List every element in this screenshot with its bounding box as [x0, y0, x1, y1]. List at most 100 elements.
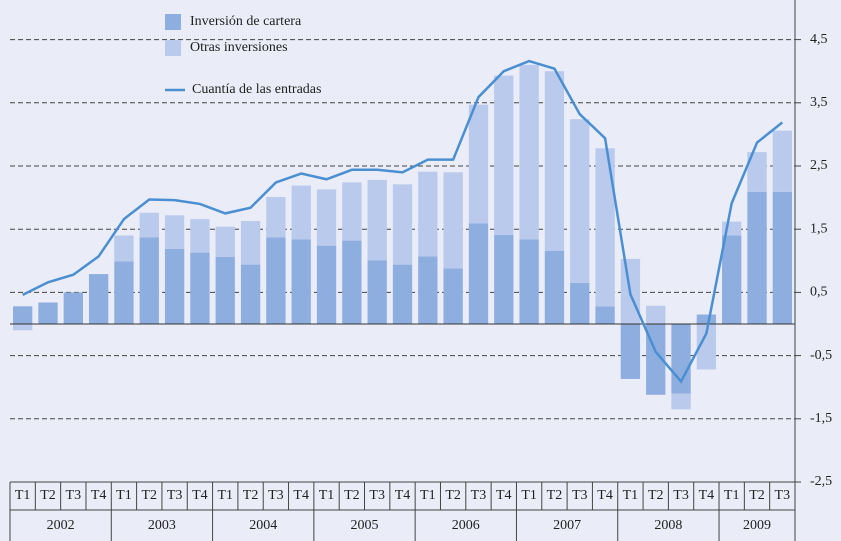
x-tick-label: T1 [724, 488, 740, 503]
y-tick-label: -0,5 [810, 348, 832, 363]
bar [13, 324, 33, 331]
bar [418, 171, 438, 257]
x-tick-label: T1 [15, 488, 31, 503]
bar [240, 264, 261, 324]
x-tick-label: T3 [167, 488, 183, 503]
bar [595, 306, 615, 324]
bar [291, 239, 311, 324]
x-tick-label: T4 [395, 488, 411, 503]
x-tick-label: T4 [293, 488, 309, 503]
bar [544, 250, 565, 324]
bar [38, 302, 58, 324]
x-tick-label: T2 [40, 488, 56, 503]
bar [418, 256, 438, 324]
bar [367, 260, 387, 324]
bar [443, 172, 463, 269]
bar [190, 252, 210, 324]
bar [392, 184, 413, 265]
x-tick-label: T1 [420, 488, 436, 503]
legend-swatch [165, 40, 181, 56]
x-group-label: 2006 [452, 518, 480, 533]
bar [215, 226, 235, 258]
x-tick-label: T3 [775, 488, 791, 503]
bar [316, 189, 337, 246]
x-tick-label: T3 [66, 488, 82, 503]
bar [164, 215, 185, 249]
bar [291, 185, 311, 240]
x-tick-label: T3 [369, 488, 385, 503]
bar [190, 219, 210, 253]
bar [114, 235, 134, 262]
x-tick-label: T4 [699, 488, 715, 503]
legend-swatch [165, 14, 181, 30]
x-tick-label: T3 [471, 488, 487, 503]
x-tick-label: T2 [141, 488, 157, 503]
x-tick-label: T1 [217, 488, 233, 503]
x-tick-label: T1 [319, 488, 335, 503]
y-tick-label: 0,5 [810, 285, 828, 300]
bar [494, 234, 514, 324]
bar [164, 248, 185, 324]
x-tick-label: T4 [91, 488, 107, 503]
x-group-label: 2004 [249, 518, 277, 533]
bar [215, 257, 235, 324]
line-series [22, 59, 784, 384]
bar [316, 245, 337, 324]
legend-label: Otras inversiones [190, 40, 288, 55]
bar [544, 71, 565, 251]
x-tick-label: T1 [623, 488, 639, 503]
x-tick-label: T3 [572, 488, 588, 503]
x-group-label: 2008 [654, 518, 682, 533]
bar [595, 148, 615, 307]
bar [772, 191, 792, 324]
y-tick-label: -2,5 [810, 474, 832, 489]
bar [342, 182, 362, 241]
bar [63, 292, 83, 324]
bar [367, 179, 387, 261]
bar [671, 393, 691, 410]
bar [88, 274, 109, 324]
x-tick-label: T3 [268, 488, 284, 503]
bar [266, 237, 286, 324]
x-tick-label: T2 [749, 488, 765, 503]
x-group-label: 2002 [47, 518, 75, 533]
bar [443, 268, 463, 324]
x-tick-label: T3 [673, 488, 689, 503]
bar [696, 324, 717, 370]
bar [494, 75, 514, 235]
x-tick-label: T4 [496, 488, 512, 503]
bar [519, 239, 539, 324]
x-group-label: 2007 [553, 518, 581, 533]
bar [747, 152, 767, 192]
x-tick-label: T4 [597, 488, 613, 503]
bar [696, 314, 717, 324]
bar [240, 220, 261, 265]
bar [468, 223, 489, 324]
x-tick-label: T2 [547, 488, 563, 503]
bar [13, 306, 33, 324]
bar [722, 235, 742, 324]
legend-label: Inversión de cartera [190, 14, 302, 29]
x-tick-label: T2 [344, 488, 360, 503]
bar [114, 261, 134, 324]
x-group-label: 2009 [743, 518, 771, 533]
x-tick-label: T2 [243, 488, 259, 503]
bar [342, 240, 362, 324]
bar [519, 64, 539, 240]
y-tick-label: 2,5 [810, 158, 828, 173]
y-tick-label: -1,5 [810, 411, 832, 426]
y-tick-label: 4,5 [810, 32, 828, 47]
bar [468, 104, 489, 224]
x-tick-label: T1 [116, 488, 132, 503]
bar [266, 196, 286, 238]
bar [570, 282, 590, 324]
bar [139, 212, 159, 238]
bar [772, 130, 792, 192]
x-tick-label: T2 [648, 488, 664, 503]
x-group-label: 2003 [148, 518, 176, 533]
legend-label: Cuantía de las entradas [192, 82, 321, 97]
bar [392, 264, 413, 324]
x-tick-label: T4 [192, 488, 208, 503]
bar [620, 324, 641, 379]
